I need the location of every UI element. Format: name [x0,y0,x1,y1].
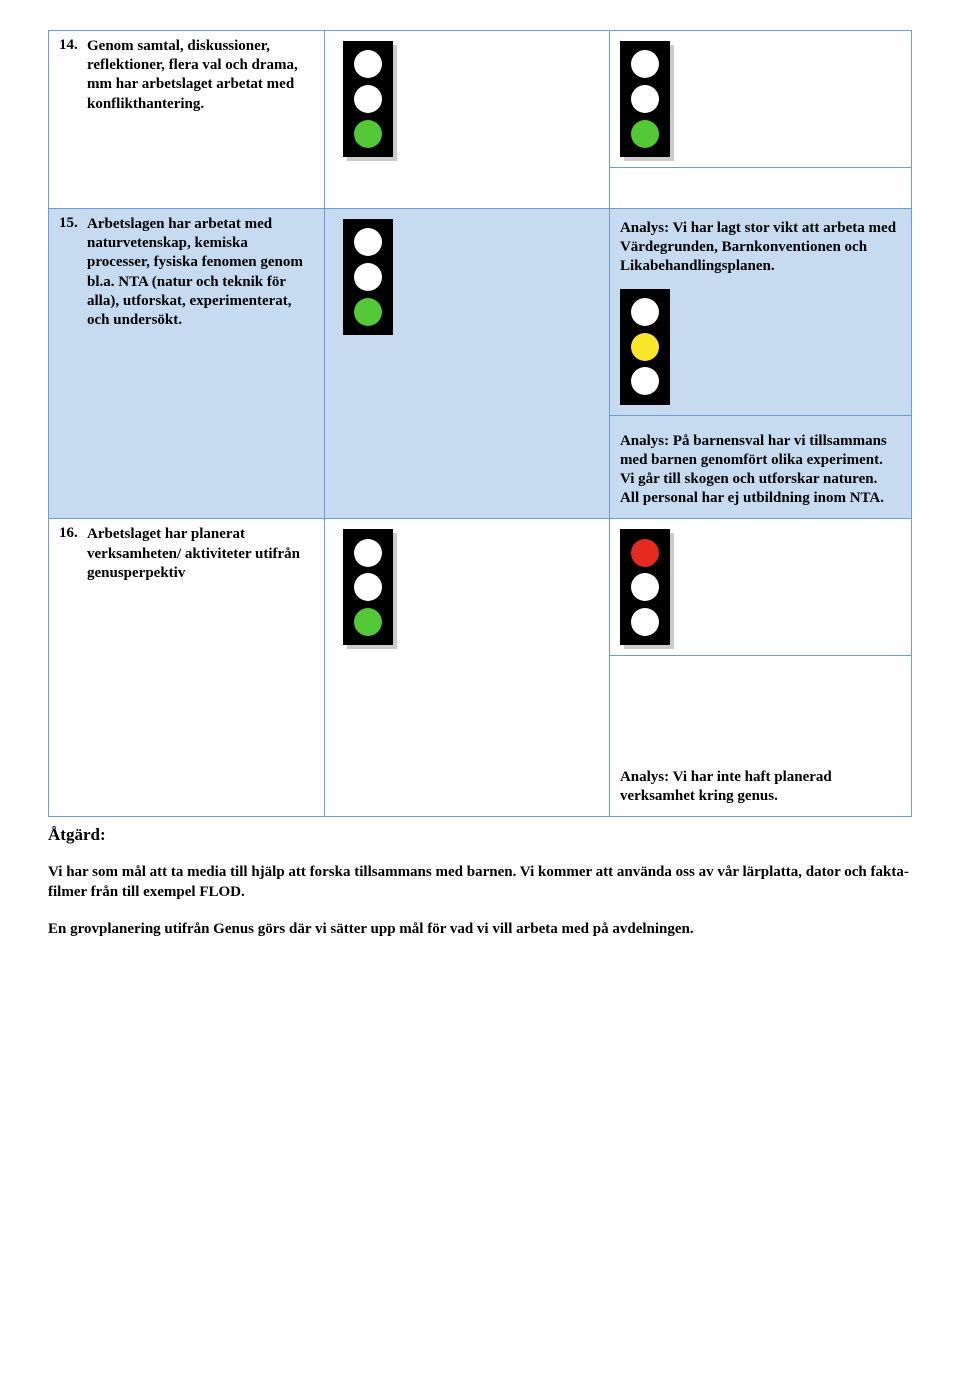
traffic-light-bulb [631,333,659,361]
assessment-table: 14.Genom samtal, diskussioner, reflektio… [48,30,912,817]
traffic-light-bulb [354,50,382,78]
item-number: 14. [59,37,87,114]
atgard-heading: Åtgärd: [48,825,912,845]
traffic-light-bulb [631,573,659,601]
item-text: Genom samtal, diskussioner, reflektioner… [87,37,314,114]
analysis-above: Analys: Vi har lagt stor vikt att arbeta… [620,219,897,277]
traffic-light-col3-row2 [620,529,670,645]
traffic-light-bulb [354,120,382,148]
item-text: Arbetslaget har planerat verksamheten/ a… [87,525,314,583]
traffic-light-bulb [354,263,382,291]
body-paragraph-1: Vi har som mål att ta media till hjälp a… [48,863,912,902]
traffic-light-col3-row1 [620,289,670,405]
traffic-light-bulb [631,298,659,326]
item-number: 15. [59,215,87,330]
analysis-below: Analys: På barnensval har vi tillsammans… [620,432,897,509]
traffic-light-col2-row2 [343,529,393,645]
traffic-light-col3-row0 [620,41,670,157]
traffic-light-bulb [631,367,659,395]
traffic-light-bulb [631,85,659,113]
traffic-light-bulb [631,50,659,78]
final-analysis: Analys: Vi har inte haft planerad verksa… [620,768,897,806]
traffic-light-bulb [631,120,659,148]
traffic-light-bulb [354,228,382,256]
item-text: Arbetslagen har arbetat med naturvetensk… [87,215,314,330]
traffic-light-bulb [631,608,659,636]
traffic-light-col2-row0 [343,41,393,157]
traffic-light-bulb [354,85,382,113]
traffic-light-bulb [354,298,382,326]
traffic-light-col2-row1 [343,219,393,335]
traffic-light-bulb [354,539,382,567]
traffic-light-bulb [354,608,382,636]
item-number: 16. [59,525,87,583]
body-paragraph-2: En grovplanering utifrån Genus görs där … [48,920,912,940]
traffic-light-bulb [631,539,659,567]
traffic-light-bulb [354,573,382,601]
